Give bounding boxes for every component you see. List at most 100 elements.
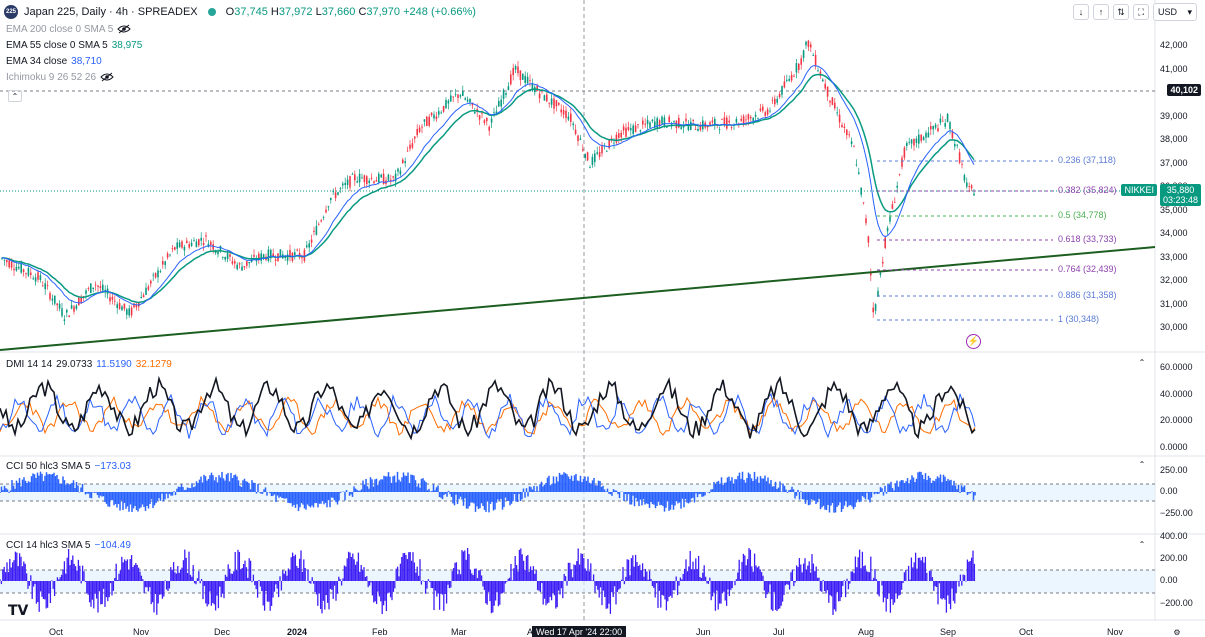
crosshair-time-label: Wed 17 Apr '24 22:00 (532, 626, 627, 637)
lightning-icon[interactable]: ⚡ (966, 334, 981, 349)
candle-body (670, 123, 673, 126)
candle-body (438, 111, 440, 115)
candle-body (171, 248, 174, 250)
candle-body (142, 295, 145, 298)
candle-body (934, 124, 937, 128)
arrow-up-icon[interactable]: ↑ (1093, 4, 1109, 20)
candle-body (54, 295, 56, 304)
candle-body (884, 237, 886, 248)
candle-body (531, 83, 534, 91)
candle-body (910, 139, 913, 144)
symbol-title[interactable]: Japan 225, Daily · 4h · SPREADEX (24, 6, 198, 18)
change-value: +248 (+0.66%) (403, 6, 476, 18)
candle-body (337, 192, 339, 195)
ema34-value: 38,710 (71, 55, 102, 67)
tradingview-logo[interactable]: TV (8, 603, 29, 619)
candle-body (399, 170, 402, 175)
bar-countdown: 03:23:48 (1162, 195, 1198, 205)
candle-body (229, 254, 231, 257)
cci14-legend[interactable]: CCI 14 hlc3 SMA 5 −104.49 (6, 540, 131, 551)
candle-body (162, 261, 164, 265)
pane-up-icon[interactable]: ⌃ (1138, 539, 1146, 549)
pane-up-icon[interactable]: ⌃ (1138, 357, 1146, 367)
candle-body (649, 122, 651, 128)
pane-up-icon[interactable]: ⌃ (1138, 459, 1146, 469)
candle-body (543, 95, 546, 101)
candle-body (517, 66, 519, 74)
oscillator-axis-label: 20.0000 (1160, 415, 1193, 425)
candle-body (692, 119, 694, 121)
candle-body (445, 99, 447, 109)
candle-body (373, 181, 375, 184)
candle-body (390, 179, 392, 181)
candle-body (188, 244, 190, 248)
candle-body (462, 91, 464, 96)
candle-body (8, 260, 10, 268)
candle-body (968, 186, 970, 187)
time-axis-label: Feb (372, 627, 388, 637)
adx-value: 29.0733 (56, 359, 93, 370)
indicator-ema55[interactable]: EMA 55 close 0 SMA 5 38,975 (6, 39, 143, 51)
candle-body (627, 126, 630, 130)
candle-body (481, 112, 483, 114)
candle-body (447, 100, 450, 104)
collapse-legend-chevron-up-icon[interactable]: ⌃ (8, 90, 22, 102)
time-axis-label: Sep (940, 627, 957, 637)
price-axis-label: 42,000 (1160, 40, 1188, 50)
price-axis-label: 39,000 (1160, 110, 1188, 121)
candle-body (822, 79, 824, 82)
candle-body (272, 253, 274, 257)
candle-body (92, 287, 94, 290)
candle-body (428, 116, 430, 126)
candle-body (838, 114, 841, 123)
candle-body (774, 98, 776, 105)
candle-body (358, 173, 361, 183)
candle-body (762, 106, 764, 111)
candle-body (39, 275, 42, 280)
time-axis-label: 2024 (287, 627, 308, 637)
indicator-ema200[interactable]: EMA 200 close 0 SMA 5 (6, 21, 131, 37)
settings-gear-icon[interactable]: ⚙ (1173, 627, 1181, 637)
candle-body (78, 297, 80, 306)
candle-body (879, 272, 882, 275)
candle-body (234, 261, 236, 264)
candle-body (90, 283, 92, 293)
cci14-value: −104.49 (94, 540, 131, 551)
candle-body (73, 306, 75, 312)
candle-body (94, 284, 97, 286)
candle-body (49, 293, 51, 300)
candle-body (678, 117, 680, 128)
candle-body (930, 126, 932, 130)
hidden-eye-icon[interactable] (100, 72, 114, 82)
candle-body (970, 185, 973, 189)
candle-body (946, 113, 949, 122)
candle-body (409, 144, 411, 149)
indicator-ema34[interactable]: EMA 34 close 38,710 (6, 55, 102, 67)
dmi-legend[interactable]: DMI 14 14 29.0733 11.5190 32.1279 (6, 359, 172, 370)
candle-body (97, 285, 99, 287)
candle-body (13, 268, 15, 271)
arrow-down-icon[interactable]: ↓ (1073, 4, 1089, 20)
candle-body (322, 217, 325, 218)
fullscreen-icon[interactable]: ⛶ (1133, 4, 1149, 20)
candle-body (850, 141, 853, 145)
cci50-legend[interactable]: CCI 50 hlc3 SMA 5 −173.03 (6, 461, 131, 472)
candle-body (973, 193, 975, 196)
indicator-ichimoku[interactable]: Ichimoku 9 26 52 26 (6, 69, 114, 85)
candle-body (915, 138, 918, 143)
candle-body (219, 245, 222, 251)
candle-body (536, 85, 538, 91)
price-axis-label: 31,000 (1160, 298, 1188, 309)
swap-icon[interactable]: ⇅ (1113, 4, 1129, 20)
symbol-tag: NIKKEI (1121, 184, 1157, 196)
candle-body (109, 297, 111, 302)
candle-body (728, 120, 730, 123)
candle-body (37, 272, 39, 280)
currency-select[interactable]: USD ▾ (1153, 3, 1197, 21)
candle-body (18, 266, 20, 269)
time-axis-label: Jul (773, 627, 785, 637)
hidden-eye-icon[interactable] (117, 24, 131, 34)
candle-body (570, 113, 572, 122)
candle-body (618, 133, 620, 138)
